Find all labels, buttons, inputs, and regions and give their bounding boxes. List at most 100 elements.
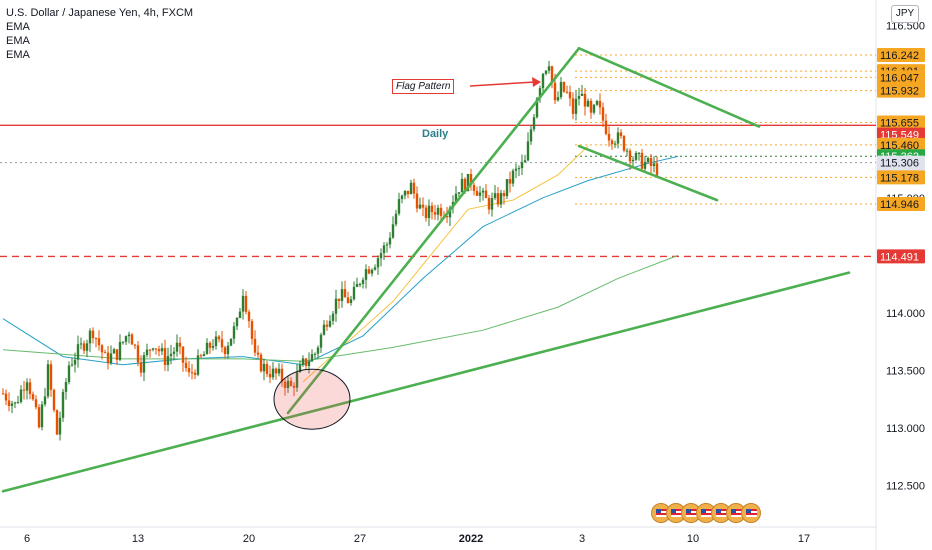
candle-body bbox=[265, 363, 269, 375]
candle-body bbox=[52, 389, 56, 411]
candle-body bbox=[511, 170, 515, 184]
candle-body bbox=[613, 143, 617, 145]
candle-body bbox=[196, 355, 200, 375]
candle-body bbox=[187, 368, 191, 373]
candle-body bbox=[478, 192, 482, 196]
candle-body bbox=[349, 299, 353, 304]
candle-body bbox=[571, 98, 575, 114]
candle-body bbox=[118, 342, 122, 360]
candle-body bbox=[34, 399, 38, 408]
indicator-ema-1[interactable]: EMA bbox=[6, 21, 30, 33]
candle-body bbox=[493, 193, 497, 198]
candle-body bbox=[541, 73, 545, 89]
candle-body bbox=[337, 298, 341, 302]
ema-line bbox=[302, 145, 589, 383]
candle-body bbox=[25, 382, 29, 391]
candle-body bbox=[82, 343, 86, 351]
trendline bbox=[286, 46, 581, 415]
symbol-title[interactable]: U.S. Dollar / Japanese Yen, 4h, FXCM bbox=[6, 7, 194, 19]
candle-body bbox=[325, 324, 329, 327]
price-tag bbox=[877, 137, 925, 152]
candle-body bbox=[454, 193, 458, 203]
currency-badge[interactable]: JPY bbox=[891, 5, 919, 23]
candle-body bbox=[88, 330, 92, 344]
price-tags: 116.242116.101116.047115.932115.655115.5… bbox=[877, 47, 925, 264]
candle-body bbox=[130, 334, 134, 345]
candle-body bbox=[388, 237, 392, 245]
candle-body bbox=[556, 97, 560, 101]
candle-body bbox=[508, 179, 512, 184]
candle-body bbox=[43, 396, 47, 405]
candle-body bbox=[250, 321, 254, 339]
candle-body bbox=[277, 368, 281, 374]
candle-body bbox=[49, 364, 53, 390]
price-tag bbox=[877, 115, 925, 130]
candle-body bbox=[352, 286, 356, 300]
candle-body bbox=[538, 88, 542, 99]
candle-body bbox=[175, 342, 179, 352]
candle-body bbox=[271, 368, 275, 378]
trendline bbox=[1, 271, 851, 493]
price-tag-label: 115.932 bbox=[880, 86, 919, 98]
candle-body bbox=[604, 120, 608, 134]
candle-body bbox=[490, 197, 494, 210]
candle-body bbox=[364, 269, 368, 280]
candle-body bbox=[472, 184, 476, 192]
candle-body bbox=[646, 157, 650, 163]
candle-body bbox=[235, 317, 239, 327]
trendline bbox=[577, 144, 719, 202]
candle-body bbox=[319, 334, 323, 348]
candle-body bbox=[1, 393, 5, 395]
candle-body bbox=[7, 400, 11, 406]
candle-body bbox=[502, 193, 506, 197]
candle-body bbox=[400, 195, 404, 200]
candle-body bbox=[535, 98, 539, 118]
candle-body bbox=[10, 403, 14, 406]
candle-body bbox=[619, 132, 623, 137]
candle-body bbox=[220, 339, 224, 348]
trendline bbox=[577, 46, 761, 128]
candle-body bbox=[376, 258, 380, 268]
candle-body bbox=[190, 372, 194, 374]
time-axis: 6 13 20 27 2022 3 10 17 bbox=[24, 533, 810, 545]
candle-body bbox=[622, 136, 626, 151]
candle-body bbox=[211, 345, 215, 348]
candle-body bbox=[241, 295, 245, 312]
price-tag-label: 115.460 bbox=[880, 140, 919, 152]
candle-body bbox=[109, 353, 113, 364]
candle-body bbox=[583, 93, 587, 107]
candle-body bbox=[412, 182, 416, 194]
candle-body bbox=[328, 320, 332, 327]
candle-body bbox=[310, 354, 314, 362]
candle-body bbox=[430, 205, 434, 213]
flag-arrow-head bbox=[532, 77, 541, 87]
candle-body bbox=[391, 224, 395, 238]
candle-body bbox=[640, 152, 644, 169]
candle-body bbox=[157, 349, 161, 352]
ema-line bbox=[2, 254, 679, 362]
candle-body bbox=[148, 349, 152, 351]
candle-body bbox=[226, 345, 230, 355]
candle-body bbox=[199, 355, 203, 357]
candle-body bbox=[136, 345, 140, 363]
candle-body bbox=[403, 190, 407, 196]
candle-body bbox=[433, 212, 437, 215]
x-tick-label: 17 bbox=[798, 533, 810, 545]
candle-body bbox=[373, 267, 377, 270]
indicator-ema-2[interactable]: EMA bbox=[6, 35, 30, 47]
candle-body bbox=[70, 364, 74, 366]
us-flag-icon[interactable] bbox=[741, 503, 761, 523]
candle-body bbox=[598, 100, 602, 108]
price-tag-label: 114.491 bbox=[880, 251, 919, 263]
chart-legend: U.S. Dollar / Japanese Yen, 4h, FXCM EMA… bbox=[6, 6, 193, 62]
candle-body bbox=[394, 213, 398, 225]
price-tag-label: 114.946 bbox=[880, 199, 919, 211]
candle-body bbox=[628, 150, 632, 162]
candle-body bbox=[649, 157, 653, 167]
candle-body bbox=[592, 104, 596, 113]
candle-body bbox=[415, 193, 419, 209]
indicator-ema-3[interactable]: EMA bbox=[6, 49, 30, 61]
candle-body bbox=[97, 338, 101, 346]
